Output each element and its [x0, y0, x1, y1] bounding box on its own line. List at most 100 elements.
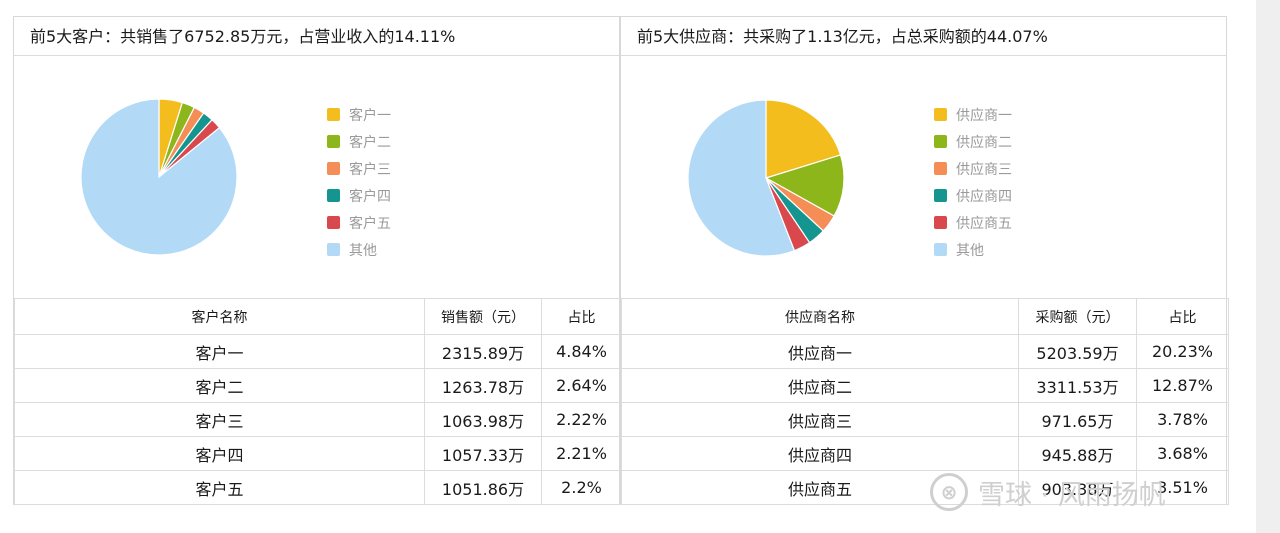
row-pct: 20.23%: [1136, 334, 1229, 369]
legend-item: 供应商三: [934, 155, 1012, 182]
table-row: 供应商一 5203.59万 20.23%: [621, 334, 1229, 369]
legend-label: 供应商一: [956, 107, 1012, 124]
legend-label: 客户五: [349, 215, 391, 232]
row-amount: 5203.59万: [1018, 334, 1137, 369]
legend-label: 供应商四: [956, 188, 1012, 205]
legend-item: 客户三: [327, 155, 391, 182]
legend-item: 客户二: [327, 128, 391, 155]
legend-swatch: [327, 216, 340, 229]
customers-panel: 前5大客户：共销售了6752.85万元，占营业收入的14.11% 客户一 客户二客…: [13, 16, 622, 505]
customers-legend: 客户一客户二客户三客户四客户五其他: [327, 101, 391, 263]
legend-label: 其他: [956, 242, 984, 259]
row-pct: 3.51%: [1136, 470, 1229, 505]
column-header: 占比: [1136, 298, 1229, 335]
suppliers-pie-chart: [687, 99, 845, 257]
pie-slice: [765, 99, 842, 179]
customers-header: 前5大客户：共销售了6752.85万元，占营业收入的14.11%: [14, 17, 619, 56]
table-row: 客户四 1057.33万 2.21%: [14, 436, 622, 471]
right-edge-strip: [1256, 0, 1280, 533]
row-pct: 4.84%: [541, 334, 622, 369]
customers-pie-chart: [80, 98, 238, 256]
table-row: 客户三 1063.98万 2.22%: [14, 402, 622, 437]
table-row: 供应商二 3311.53万 12.87%: [621, 368, 1229, 403]
row-amount: 3311.53万: [1018, 368, 1137, 403]
row-name: 供应商一: [621, 334, 1019, 369]
legend-swatch: [327, 189, 340, 202]
row-name: 客户二: [14, 368, 425, 403]
row-pct: 2.21%: [541, 436, 622, 471]
row-pct: 12.87%: [1136, 368, 1229, 403]
row-amount: 945.88万: [1018, 436, 1137, 471]
row-amount: 1057.33万: [424, 436, 542, 471]
legend-swatch: [327, 108, 340, 121]
column-header: 客户名称: [14, 298, 425, 335]
row-amount: 2315.89万: [424, 334, 542, 369]
column-header: 供应商名称: [621, 298, 1019, 335]
legend-swatch: [327, 243, 340, 256]
legend-swatch: [934, 135, 947, 148]
row-amount: 971.65万: [1018, 402, 1137, 437]
legend-swatch: [934, 108, 947, 121]
pie-slice: [80, 98, 238, 256]
legend-swatch: [934, 243, 947, 256]
legend-swatch: [327, 162, 340, 175]
suppliers-legend: 供应商一供应商二供应商三供应商四供应商五其他: [934, 101, 1012, 263]
watermark-logo-icon: ⊗: [930, 473, 968, 511]
legend-item: 供应商一: [934, 101, 1012, 128]
legend-swatch: [327, 135, 340, 148]
row-name: 客户三: [14, 402, 425, 437]
row-name: 客户一: [14, 334, 425, 369]
row-name: 供应商二: [621, 368, 1019, 403]
legend-item: 其他: [934, 236, 1012, 263]
legend-swatch: [934, 216, 947, 229]
table-row: 客户一 2315.89万 4.84%: [14, 334, 622, 369]
row-pct: 3.68%: [1136, 436, 1229, 471]
customers-chart-area: 客户一客户二客户三客户四客户五其他: [14, 57, 619, 298]
column-header: 占比: [541, 298, 622, 335]
table-row: 供应商三 971.65万 3.78%: [621, 402, 1229, 437]
legend-item: 其他: [327, 236, 391, 263]
row-name: 客户四: [14, 436, 425, 471]
legend-item: 客户五: [327, 209, 391, 236]
row-name: 供应商四: [621, 436, 1019, 471]
pie-slice: [687, 99, 796, 257]
legend-item: 供应商四: [934, 182, 1012, 209]
customers-table: 客户名称 销售额（元） 占比 客户一 2315.89万 4.84% 客户二 12…: [14, 298, 622, 505]
legend-item: 客户四: [327, 182, 391, 209]
table-row: 客户五 1051.86万 2.2%: [14, 470, 622, 505]
pie-slice: [764, 154, 845, 217]
column-header: 销售额（元）: [424, 298, 542, 335]
suppliers-panel: 前5大供应商：共采购了1.13亿元，占总采购额的44.07% 供应商一 供应商二供…: [620, 16, 1229, 505]
legend-label: 供应商五: [956, 215, 1012, 232]
legend-swatch: [934, 162, 947, 175]
legend-label: 客户二: [349, 134, 391, 151]
suppliers-header: 前5大供应商：共采购了1.13亿元，占总采购额的44.07%: [621, 17, 1226, 56]
legend-swatch: [934, 189, 947, 202]
suppliers-chart-area: 供应商一供应商二供应商三供应商四供应商五其他: [621, 57, 1226, 298]
table-row: 客户二 1263.78万 2.64%: [14, 368, 622, 403]
legend-label: 供应商三: [956, 161, 1012, 178]
legend-label: 客户三: [349, 161, 391, 178]
legend-label: 供应商二: [956, 134, 1012, 151]
row-amount: 1063.98万: [424, 402, 542, 437]
legend-item: 供应商二: [934, 128, 1012, 155]
legend-label: 客户四: [349, 188, 391, 205]
row-pct: 2.64%: [541, 368, 622, 403]
table-header-row: 供应商名称 采购额（元） 占比: [621, 298, 1229, 335]
row-pct: 2.22%: [541, 402, 622, 437]
legend-item: 客户一: [327, 101, 391, 128]
row-pct: 3.78%: [1136, 402, 1229, 437]
row-amount: 1263.78万: [424, 368, 542, 403]
legend-item: 供应商五: [934, 209, 1012, 236]
legend-label: 其他: [349, 242, 377, 259]
row-name: 客户五: [14, 470, 425, 505]
table-header-row: 客户名称 销售额（元） 占比: [14, 298, 622, 335]
watermark: ⊗ 雪球 · 风雨扬帆: [930, 470, 1166, 514]
column-header: 采购额（元）: [1018, 298, 1137, 335]
table-row: 供应商四 945.88万 3.68%: [621, 436, 1229, 471]
row-name: 供应商三: [621, 402, 1019, 437]
watermark-text: 雪球 · 风雨扬帆: [978, 479, 1166, 511]
row-pct: 2.2%: [541, 470, 622, 505]
row-amount: 1051.86万: [424, 470, 542, 505]
row-amount: 903.38万: [1018, 470, 1137, 505]
